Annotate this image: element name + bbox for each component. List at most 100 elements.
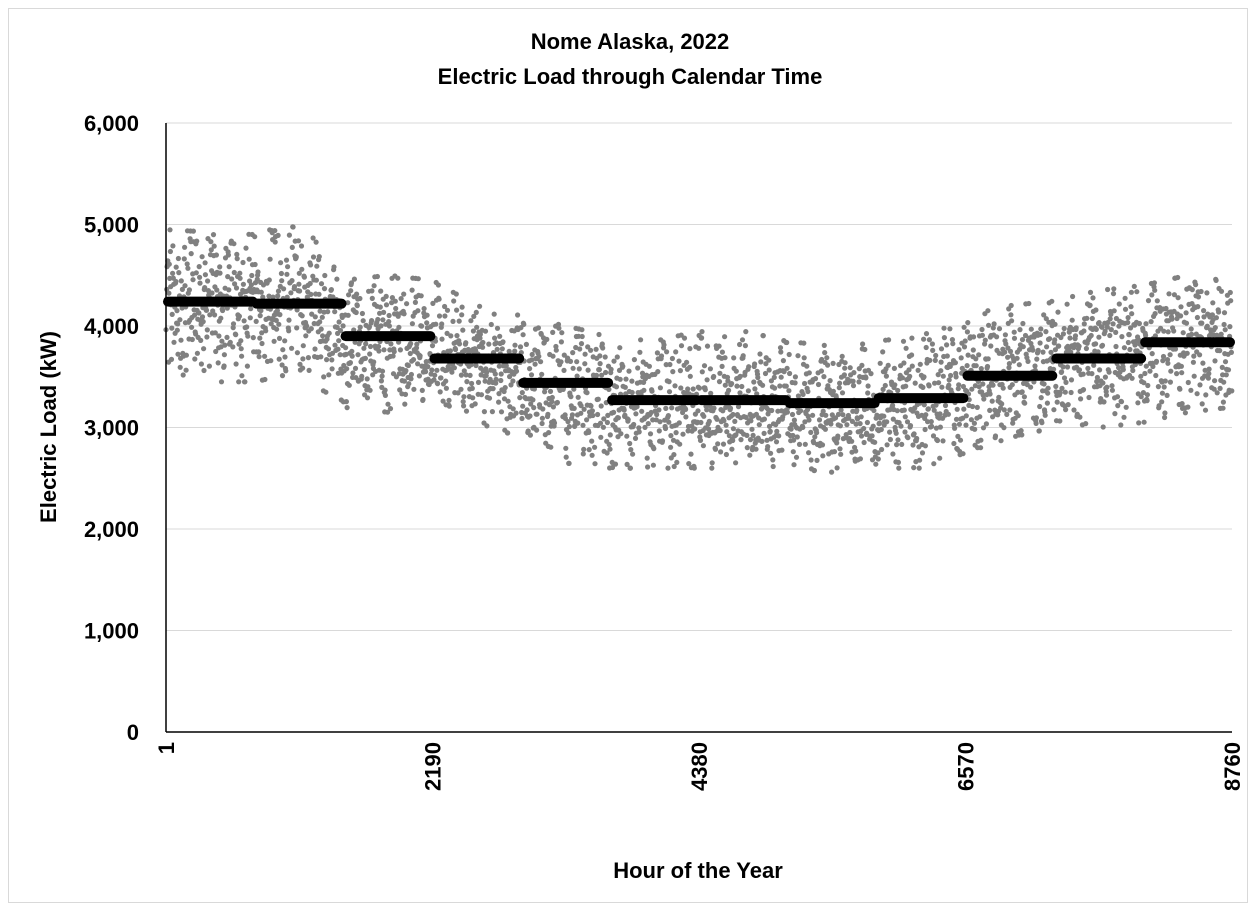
load-point [312,314,318,320]
load-point [1022,400,1028,406]
load-point [531,405,537,411]
load-point [1089,371,1095,377]
load-point [580,422,586,428]
load-point [627,440,633,447]
load-point [1039,420,1045,426]
load-point [631,421,637,428]
load-point [231,269,237,276]
load-point [810,412,816,418]
load-point [567,358,574,364]
load-point [367,351,373,357]
load-point [451,365,457,371]
load-point [439,336,445,342]
load-point [471,313,477,319]
load-point [1162,378,1168,384]
load-point [1143,321,1149,327]
load-point [270,294,276,300]
load-point [310,254,317,260]
load-point [697,437,704,443]
load-point [746,364,752,370]
load-point [773,439,780,445]
load-point [280,347,286,353]
load-point [740,353,746,359]
load-point [1044,400,1050,406]
load-point [589,452,595,458]
load-point [1043,329,1049,335]
load-point [375,343,382,350]
load-point [690,386,696,392]
load-point [1051,407,1057,413]
load-point [332,309,338,315]
load-point [1107,316,1113,322]
load-point [1163,305,1169,312]
load-point [1116,365,1122,371]
load-point [1064,364,1071,370]
load-point [547,388,554,394]
load-point [816,417,823,423]
load-point [952,425,958,431]
load-point [926,337,933,343]
load-point [788,426,794,432]
load-point [1184,350,1190,356]
load-point [684,359,690,365]
load-point [566,424,573,430]
load-point [1051,366,1057,372]
load-point [1108,311,1114,317]
load-point [706,418,712,424]
load-point [1020,320,1026,327]
load-point [769,407,775,414]
load-point [1220,405,1226,411]
load-point [687,346,693,352]
load-point [1220,372,1226,378]
load-point [550,329,556,335]
load-point [262,376,268,383]
load-point [1201,314,1207,320]
load-point [802,419,808,425]
load-point [306,367,312,373]
load-point [1119,334,1125,340]
load-point [291,284,298,290]
load-point [1190,359,1196,365]
load-point [215,360,221,366]
load-point [272,239,278,245]
load-point [1090,295,1096,301]
load-point [996,394,1002,400]
load-point [763,361,769,367]
load-point [766,423,773,429]
load-point [1001,425,1007,431]
load-point [191,312,198,318]
load-point [839,353,845,359]
load-point [371,359,377,365]
load-point [678,385,684,391]
load-point [539,415,546,421]
load-point [385,409,391,415]
load-point [325,309,331,315]
load-point [1076,343,1082,349]
load-point [202,272,208,278]
load-point [1211,386,1217,392]
load-point [917,457,923,463]
load-point [381,347,387,353]
load-point [492,335,498,341]
load-point [602,354,608,360]
load-point [683,414,689,420]
load-point [820,453,826,459]
load-point [335,346,341,352]
load-point [781,369,787,375]
load-point [861,439,867,446]
load-point [359,373,365,379]
load-point [739,383,745,390]
load-point [1063,379,1069,385]
load-point [505,430,511,436]
load-point [282,354,288,360]
load-point [512,348,518,354]
load-point [772,385,778,391]
load-point [722,355,728,361]
load-point [595,396,601,402]
load-point [299,313,305,319]
load-point [209,290,215,296]
load-point [1150,363,1156,370]
load-point [829,412,835,418]
load-point [835,433,841,439]
load-point [204,327,210,333]
